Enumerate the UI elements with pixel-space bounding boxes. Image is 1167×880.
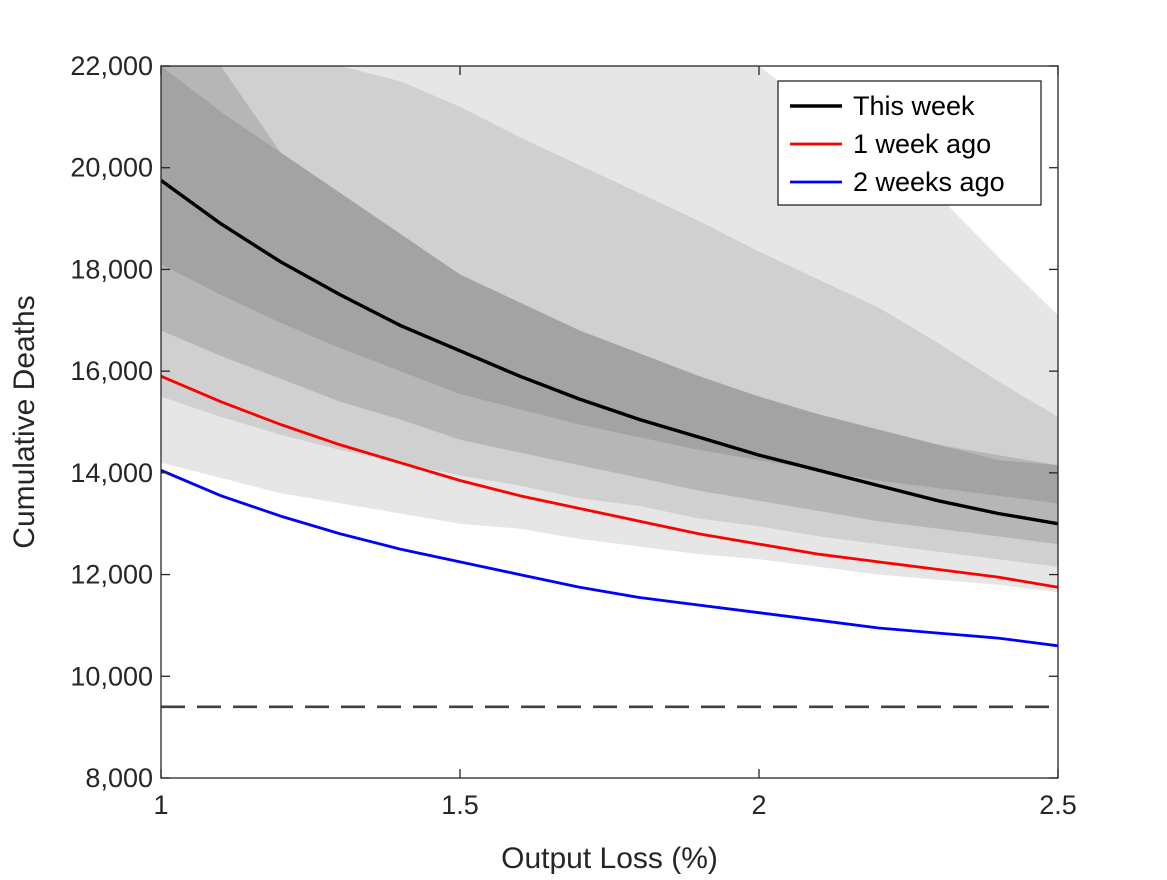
series-line-2-weeks-ago — [161, 469, 1058, 648]
y-tick-label: 18,000 — [70, 254, 153, 284]
series-line-1-week-ago — [161, 374, 1058, 589]
y-tick-label: 22,000 — [70, 51, 153, 81]
axis-ticks: 1 1.5 2 2.5 8,000 10,000 12,000 14,000 16,000 18,… — [70, 51, 1076, 820]
confidence-band-4 — [161, 66, 1058, 504]
x-tick-label: 1 — [153, 790, 168, 820]
series-lines — [161, 179, 1058, 648]
legend-label: This week — [853, 91, 975, 121]
x-axis-label: Output Loss (%) — [501, 842, 718, 875]
y-tick-label: 10,000 — [70, 661, 153, 691]
x-tick-label: 1.5 — [441, 790, 479, 820]
series-line-this-week — [161, 179, 1058, 526]
legend-label: 2 weeks ago — [853, 167, 1005, 197]
legend-label: 1 week ago — [853, 129, 991, 159]
y-tick-label: 14,000 — [70, 458, 153, 488]
y-tick-label: 12,000 — [70, 560, 153, 590]
y-axis-label: Cumulative Deaths — [8, 295, 41, 548]
x-tick-label: 2.5 — [1039, 790, 1077, 820]
y-tick-label: 16,000 — [70, 356, 153, 386]
y-tick-label: 8,000 — [85, 763, 153, 793]
y-tick-label: 20,000 — [70, 153, 153, 183]
plot-frame — [160, 65, 1059, 779]
legend: This week 1 week ago 2 weeks ago — [777, 80, 1042, 206]
x-tick-label: 2 — [751, 790, 766, 820]
